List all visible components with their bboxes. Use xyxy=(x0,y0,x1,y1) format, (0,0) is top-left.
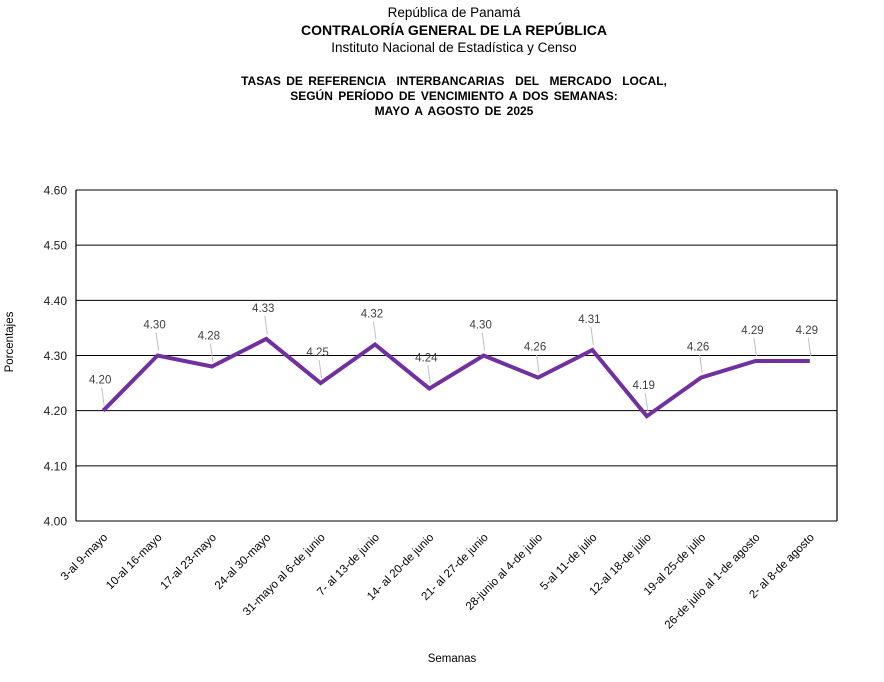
data-label-leader-line xyxy=(644,393,649,412)
data-label: 4.26 xyxy=(687,342,709,354)
x-category-label: 26-de julio al 1-de agosto xyxy=(663,532,763,632)
data-label: 4.25 xyxy=(306,347,328,359)
y-tick-label: 4.60 xyxy=(44,184,68,198)
data-label: 4.19 xyxy=(633,380,655,392)
data-label: 4.31 xyxy=(578,314,600,326)
data-label-leader-line xyxy=(699,354,703,373)
chart-title-line-2: SEGÚN PERÍODO DE VENCIMIENTO A DOS SEMAN… xyxy=(290,89,618,103)
institution-name: CONTRALORÍA GENERAL DE LA REPÚBLICA xyxy=(301,22,607,38)
data-label-leader-line xyxy=(101,387,105,406)
data-label: 4.33 xyxy=(252,303,274,315)
x-category-label: 24-al 30-mayo xyxy=(213,532,273,592)
data-label: 4.29 xyxy=(741,325,763,337)
department-name: Instituto Nacional de Estadística y Cens… xyxy=(331,40,577,55)
data-label: 4.26 xyxy=(524,342,546,354)
x-category-label: 17-al 23-mayo xyxy=(159,532,219,592)
data-label-leader-line xyxy=(753,337,757,357)
data-label-leader-line xyxy=(536,354,540,373)
x-category-label: 5-al 11-de julio xyxy=(538,532,599,593)
y-tick-label: 4.10 xyxy=(44,459,68,473)
interbank-rates-line-chart: 4.00 4.10 4.20 4.30 4.40 4.50 4.60 4.20 4.30 4.28… xyxy=(4,184,838,665)
y-axis-title: Porcentajes xyxy=(4,311,16,372)
data-label: 4.30 xyxy=(143,320,165,332)
chart-area: 4.00 4.10 4.20 4.30 4.40 4.50 4.60 4.20 4.30 4.28… xyxy=(0,170,884,682)
y-tick-label: 4.30 xyxy=(44,349,68,363)
chart-title-line-3: MAYO A AGOSTO DE 2025 xyxy=(374,104,534,118)
data-series-line xyxy=(101,336,810,419)
data-label-leader-line xyxy=(264,315,268,335)
chart-title-line-1: TASAS DE REFERENCIA INTERBANCARIAS DEL M… xyxy=(241,74,667,88)
x-category-label: 10-al 16-mayo xyxy=(104,532,164,592)
data-label-leader-line xyxy=(372,321,377,340)
y-tick-label: 4.50 xyxy=(44,239,68,253)
y-tick-label: 4.00 xyxy=(44,515,68,529)
y-tick-label: 4.20 xyxy=(44,404,68,418)
data-label: 4.32 xyxy=(361,308,383,320)
data-label-leader-line xyxy=(155,332,160,351)
chart-title: TASAS DE REFERENCIA INTERBANCARIAS DEL M… xyxy=(12,74,884,119)
data-label: 4.20 xyxy=(89,375,111,387)
x-category-label: 3-al 9-mayo xyxy=(59,532,110,583)
data-label-leader-line xyxy=(318,360,323,379)
data-label-leader-line xyxy=(590,326,594,346)
data-label-leader-line xyxy=(807,337,812,357)
x-axis-title: Semanas xyxy=(428,653,477,665)
country-name: República de Panamá xyxy=(387,5,521,20)
data-label: 4.30 xyxy=(469,320,491,332)
data-label: 4.24 xyxy=(415,353,438,365)
data-label-leader-line xyxy=(481,332,486,351)
report-header: República de Panamá CONTRALORÍA GENERAL … xyxy=(12,4,884,56)
data-label: 4.28 xyxy=(198,331,220,343)
data-label-leader-line xyxy=(427,365,431,384)
data-label-leader-line xyxy=(209,343,214,362)
data-label: 4.29 xyxy=(796,325,818,337)
y-tick-label: 4.40 xyxy=(44,294,68,308)
